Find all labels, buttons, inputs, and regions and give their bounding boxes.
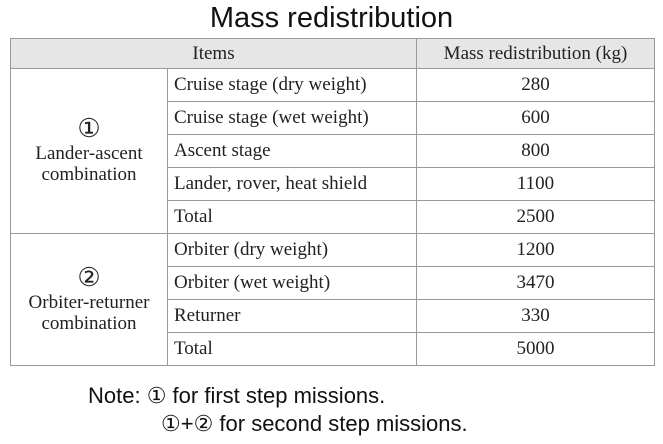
value-cell: 800: [416, 134, 655, 168]
item-cell: Total: [167, 200, 417, 234]
note-text-2: ①+② for second step missions.: [161, 411, 468, 436]
item-cell: Total: [167, 332, 417, 366]
value-cell: 3470: [416, 266, 655, 300]
table-row: Lander, rover, heat shield 1100: [11, 167, 655, 201]
value-cell: 5000: [416, 332, 655, 366]
item-cell: Lander, rover, heat shield: [167, 167, 417, 201]
value-cell: 600: [416, 101, 655, 135]
table-row-total: Total 5000: [11, 332, 655, 366]
item-cell: Returner: [167, 299, 417, 333]
group-marker: ①: [77, 114, 101, 143]
mass-table: Items Mass redistribution (kg) ① Lander-…: [10, 38, 655, 366]
header-mass: Mass redistribution (kg): [416, 38, 655, 69]
header-items: Items: [10, 38, 417, 69]
value-cell: 1200: [416, 233, 655, 267]
item-cell: Ascent stage: [167, 134, 417, 168]
item-cell: Cruise stage (wet weight): [167, 101, 417, 135]
note-prefix: Note:: [88, 383, 141, 408]
note: Note: ① for first step missions. ①+② for…: [88, 382, 468, 438]
group-label-line2: combination: [41, 164, 137, 185]
table-row: Orbiter (wet weight) 3470: [11, 266, 655, 300]
value-cell: 330: [416, 299, 655, 333]
note-text-1: ① for first step missions.: [146, 383, 386, 408]
page-title: Mass redistribution: [209, 2, 454, 34]
table-row-total: Total 2500: [11, 200, 655, 234]
table-row: ② Orbiter-returner combination Orbiter (…: [10, 233, 655, 366]
group-marker: ②: [77, 262, 101, 292]
group-label-orbiter-returner: ② Orbiter-returner combination: [10, 233, 168, 366]
table-row: ① Lander-ascent combination Cruise stage…: [10, 68, 655, 234]
table-row: Returner 330: [11, 299, 655, 333]
note-line-2: ①+② for second step missions.: [88, 410, 468, 438]
group-label-line1: Orbiter-returner: [28, 291, 150, 313]
note-line-1: Note: ① for first step missions.: [88, 382, 468, 410]
value-cell: 280: [416, 68, 655, 102]
group-label-line2: combination: [41, 312, 137, 334]
group-label-lander-ascent: ① Lander-ascent combination: [10, 68, 168, 234]
item-cell: Orbiter (dry weight): [167, 233, 417, 267]
item-cell: Cruise stage (dry weight): [167, 68, 417, 102]
value-cell: 1100: [416, 167, 655, 201]
group-label-line1: Lander-ascent: [35, 143, 143, 164]
item-cell: Orbiter (wet weight): [167, 266, 417, 300]
table-row: Cruise stage (wet weight) 600: [11, 101, 655, 135]
table-row: Ascent stage 800: [11, 134, 655, 168]
table-header-row: Items Mass redistribution (kg): [10, 38, 655, 69]
value-cell: 2500: [416, 200, 655, 234]
